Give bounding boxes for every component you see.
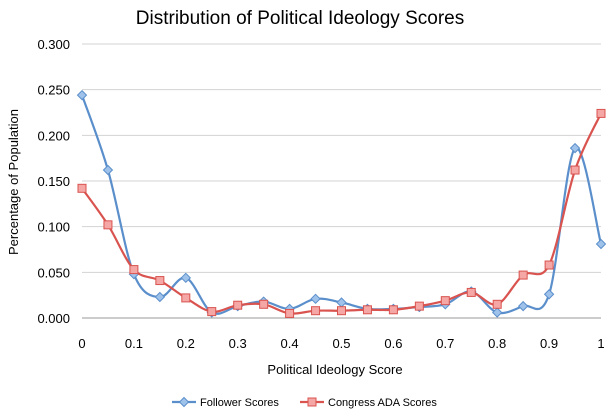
data-point <box>311 306 321 316</box>
data-point <box>180 272 192 284</box>
data-point <box>103 220 113 230</box>
legend-item: Follower Scores <box>172 396 279 409</box>
data-point <box>440 296 450 306</box>
data-point <box>570 165 580 175</box>
y-tick-label: 0.050 <box>37 265 70 280</box>
data-point <box>102 164 114 176</box>
data-point <box>491 307 503 318</box>
data-point <box>129 265 139 275</box>
data-point <box>414 301 424 311</box>
data-point <box>596 108 606 118</box>
data-point <box>517 300 529 312</box>
data-point <box>569 142 581 154</box>
x-tick-label: 0.6 <box>384 336 402 351</box>
x-tick-label: 0.3 <box>229 336 247 351</box>
gridlines <box>82 43 601 319</box>
y-tick-label: 0.000 <box>37 311 70 326</box>
data-point <box>336 297 347 308</box>
y-tick-label: 0.250 <box>37 83 70 98</box>
chart-title: Distribution of Political Ideology Score… <box>136 8 464 29</box>
plot-area <box>76 89 607 318</box>
y-axis-title: Percentage of Population <box>6 109 21 255</box>
x-tick-label: 0.8 <box>488 336 506 351</box>
data-point <box>285 308 295 318</box>
x-tick-label: 0.1 <box>125 336 143 351</box>
data-point <box>259 299 269 309</box>
data-point <box>595 238 607 250</box>
x-axis-ticks: 0 0.1 0.2 0.3 0.4 0.5 0.6 0.7 0.8 0.9 1 <box>78 336 604 351</box>
x-tick-label: 0 <box>78 336 85 351</box>
y-tick-label: 0.300 <box>37 37 70 52</box>
x-tick-label: 1 <box>597 336 604 351</box>
x-tick-label: 0.5 <box>332 336 350 351</box>
y-tick-label: 0.100 <box>37 220 70 235</box>
data-point <box>155 276 165 286</box>
series-2 <box>77 108 606 318</box>
legend-label: Follower Scores <box>200 397 279 409</box>
x-tick-label: 0.7 <box>436 336 454 351</box>
y-tick-label: 0.150 <box>37 174 70 189</box>
data-point <box>207 307 217 317</box>
data-point <box>77 183 87 193</box>
x-tick-label: 0.9 <box>540 336 558 351</box>
y-axis-ticks: 0.000 0.050 0.100 0.150 0.200 0.250 0.300 <box>37 37 70 326</box>
data-point <box>466 287 476 297</box>
legend-swatch-marker <box>307 397 317 407</box>
data-point <box>362 305 372 315</box>
data-point <box>337 306 346 316</box>
x-tick-label: 0.4 <box>281 336 299 351</box>
data-point <box>76 89 88 101</box>
legend: Follower Scores Congress ADA Scores <box>172 396 437 409</box>
data-point <box>154 291 166 303</box>
legend-swatch-marker <box>178 396 190 408</box>
data-point <box>233 300 243 310</box>
legend-label: Congress ADA Scores <box>328 397 437 409</box>
data-point <box>518 270 528 280</box>
y-tick-label: 0.200 <box>37 128 70 143</box>
data-point <box>310 293 321 305</box>
x-tick-label: 0.2 <box>177 336 195 351</box>
legend-item: Congress ADA Scores <box>300 397 437 409</box>
data-point <box>181 293 191 303</box>
data-point <box>544 260 554 270</box>
data-point <box>492 299 502 309</box>
data-point <box>543 289 555 300</box>
x-axis-title: Political Ideology Score <box>267 362 402 377</box>
data-point <box>388 305 398 315</box>
